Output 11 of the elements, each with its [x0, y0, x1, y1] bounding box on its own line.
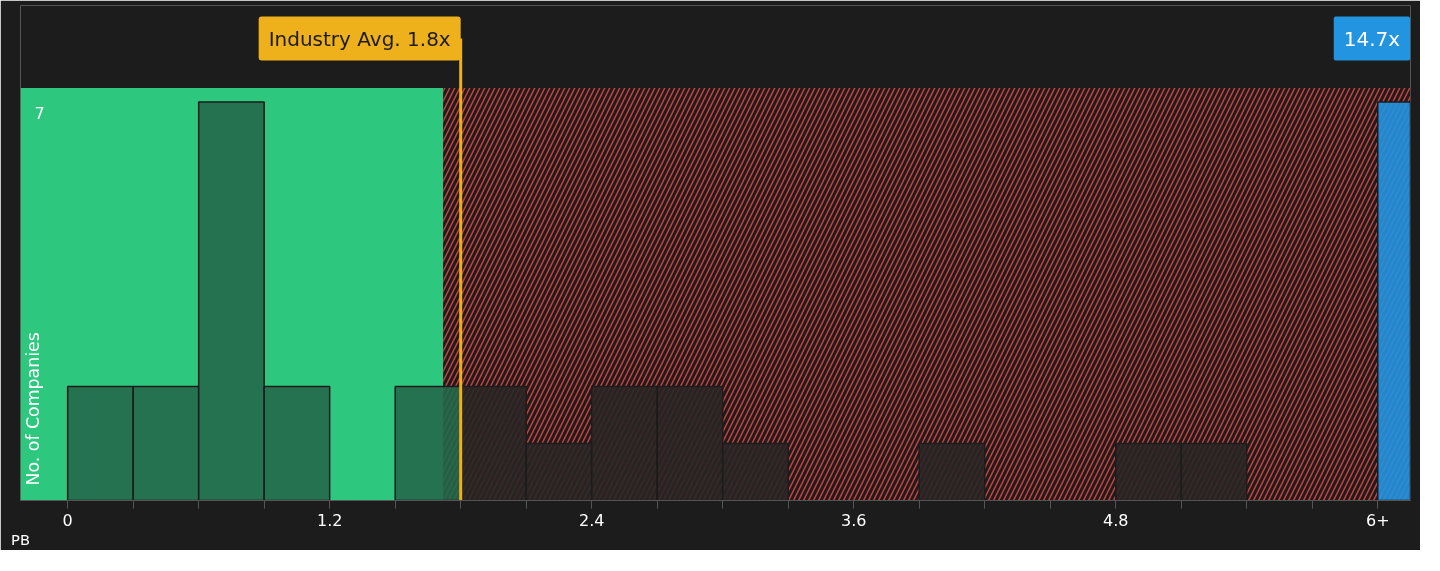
x-tick-label: 6+ [1365, 510, 1390, 530]
x-tick-label: 3.6 [840, 510, 867, 530]
x-tick-label: 0 [62, 510, 73, 530]
x-tick-label: 2.4 [578, 510, 605, 530]
annotation: 7 [34, 103, 45, 123]
x-tick-label: 1.2 [316, 510, 343, 530]
x-tick-label: 4.8 [1103, 510, 1129, 530]
y-axis-title: No. of Companies [22, 332, 43, 486]
ref-line-label: Industry Avg. 1.8x [268, 26, 451, 51]
annotation: 14.7x [1343, 26, 1401, 51]
x-axis-title: PB [11, 530, 30, 548]
